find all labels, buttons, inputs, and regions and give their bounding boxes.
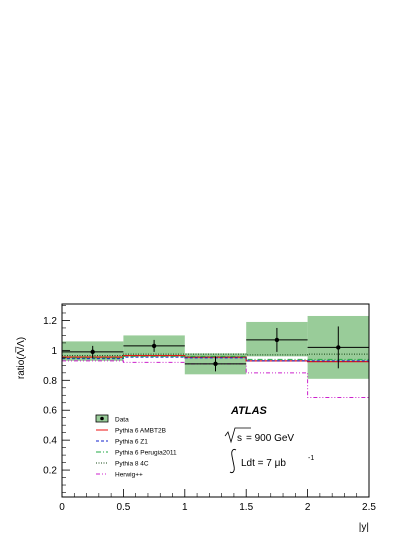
legend-label-4: Pythia 8 4C (115, 461, 149, 468)
atlas-label: ATLAS (230, 405, 268, 417)
y-axis-title-group: ratio(Λ̅/Λ) (15, 337, 27, 379)
axis-tick-labels: 0 0.5 1 1.5 2 2.5 0.2 0.4 0.6 0.8 1 1.2 (43, 316, 376, 513)
x-tick-label-4: 2 (305, 502, 311, 513)
legend-label-3: Pythia 6 Perugia2011 (115, 450, 177, 457)
x-tick-label-5: 2.5 (362, 502, 376, 513)
legend-label-5: Herwig++ (115, 472, 143, 479)
plot-frame (61, 303, 370, 498)
x-tick-label-0: 0 (59, 502, 65, 513)
data-point-0 (90, 349, 95, 355)
legend-marker-data (100, 416, 104, 421)
luminosity-value: Ldt = 7 μb (241, 458, 286, 469)
series-line-2 (62, 355, 369, 360)
x-tick-label-1: 0.5 (116, 502, 130, 513)
y-tick-label-1: 0.4 (43, 436, 57, 447)
data-point-2 (213, 361, 218, 367)
y-tick-label-4: 1 (51, 346, 57, 357)
data-point-1 (151, 343, 157, 349)
legend: Data Pythia 6 AMBT2B Pythia 6 Z1 Pythia 6 P… (95, 414, 177, 479)
energy-sqrt-symbol: s (237, 433, 242, 444)
axis-ticks (61, 305, 370, 497)
x-axis-title: |y| (359, 522, 369, 533)
data-point-3 (274, 337, 280, 343)
energy-annotation: s = 900 GeV (224, 427, 294, 444)
y-tick-label-2: 0.6 (43, 406, 57, 417)
data-points (62, 326, 369, 372)
luminosity-annotation: Ldt = 7 μb -1 (229, 448, 314, 474)
legend-label-0: Data (115, 417, 129, 424)
luminosity-exponent: -1 (308, 455, 314, 462)
sqrt-sign-icon (224, 427, 251, 444)
y-axis-title: ratio(Λ̅/Λ) (15, 337, 27, 379)
y-tick-label-3: 0.8 (43, 376, 57, 387)
integral-sign-icon (229, 448, 237, 474)
legend-label-1: Pythia 6 AMBT2B (115, 428, 166, 435)
energy-value: = 900 GeV (246, 433, 294, 444)
y-tick-label-5: 1.2 (43, 316, 57, 327)
legend-label-2: Pythia 6 Z1 (115, 439, 148, 446)
y-tick-label-0: 0.2 (43, 466, 57, 477)
x-tick-label-2: 1 (182, 502, 188, 513)
series-line-3 (62, 353, 369, 357)
x-tick-label-3: 1.5 (239, 502, 253, 513)
data-point-4 (336, 345, 341, 350)
